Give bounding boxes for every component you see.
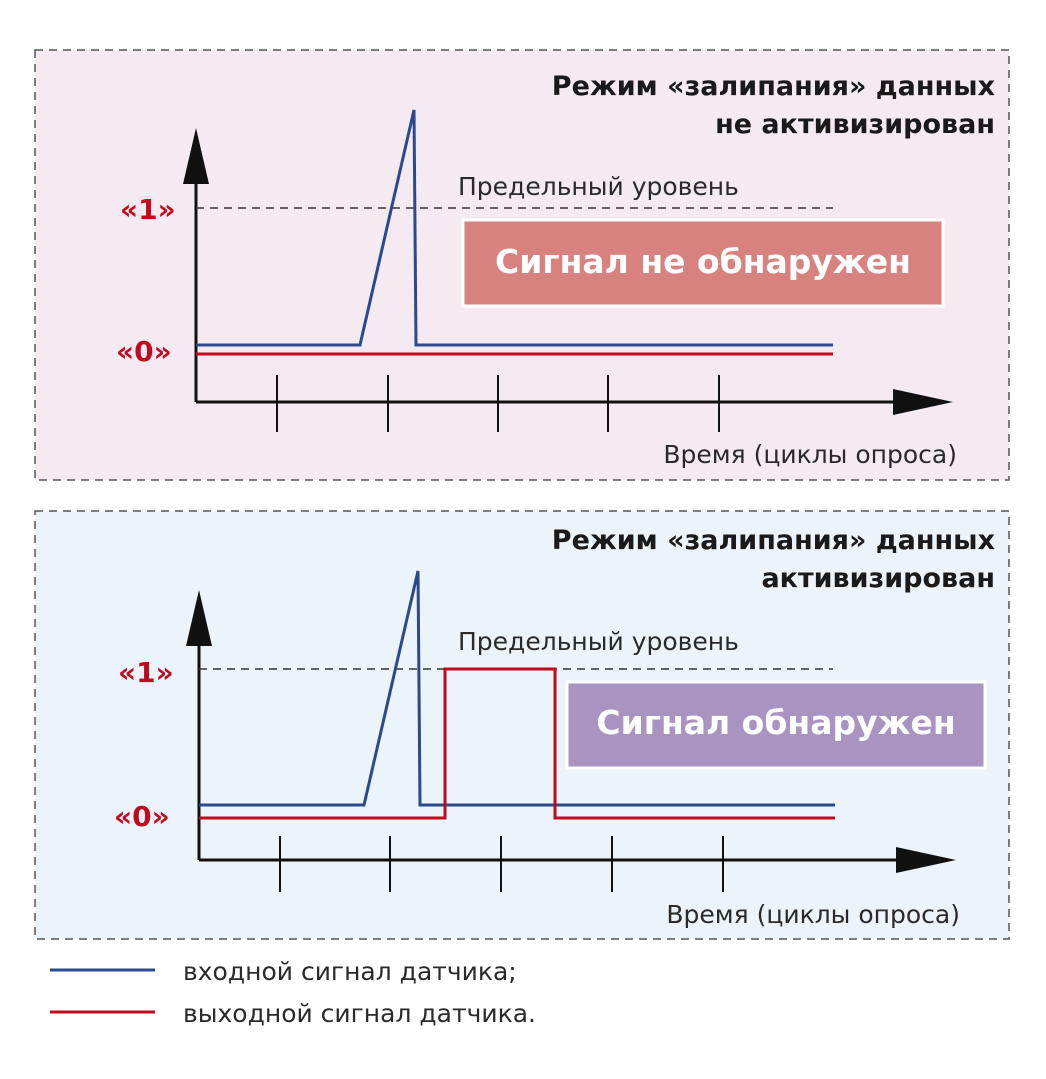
- panel-title-line1: Режим «залипания» данных: [552, 71, 995, 102]
- legend: входной сигнал датчика; выходной сигнал …: [50, 957, 536, 1028]
- input-signal-line: [196, 109, 833, 347]
- input-signal-line: [199, 570, 835, 807]
- status-text: Сигнал обнаружен: [596, 703, 955, 742]
- panel-sticky-inactive: Режим «залипания» данных не активизирова…: [34, 49, 1010, 481]
- panel-title-line1: Режим «залипания» данных: [552, 525, 995, 556]
- panel-sticky-active: Режим «залипания» данных активизирован П…: [34, 510, 1010, 940]
- panel-title-line2: активизирован: [761, 563, 995, 594]
- x-axis-ticks: [279, 836, 724, 892]
- panel-title-line2: не активизирован: [715, 109, 995, 140]
- time-axis-label: Время (циклы опроса): [666, 900, 960, 929]
- time-axis-label: Время (циклы опроса): [663, 440, 957, 469]
- level-high-label: «1»: [120, 193, 176, 226]
- x-axis-arrow: [893, 389, 953, 415]
- output-signal-line: [199, 667, 835, 820]
- status-box: [461, 218, 945, 308]
- level-high-label: «1»: [118, 656, 174, 689]
- status-text: Сигнал не обнаружен: [495, 242, 911, 281]
- status-box: [565, 680, 987, 770]
- level-low-label: «0»: [116, 335, 172, 368]
- legend-label-input: входной сигнал датчика;: [183, 957, 517, 986]
- x-axis-ticks: [276, 375, 720, 432]
- legend-label-output: выходной сигнал датчика.: [183, 999, 536, 1028]
- y-axis-arrow: [183, 128, 209, 184]
- y-axis-arrow: [186, 590, 212, 646]
- x-axis-arrow: [896, 847, 956, 873]
- level-low-label: «0»: [114, 800, 170, 833]
- threshold-label: Предельный уровень: [458, 172, 739, 201]
- threshold-label: Предельный уровень: [458, 627, 739, 656]
